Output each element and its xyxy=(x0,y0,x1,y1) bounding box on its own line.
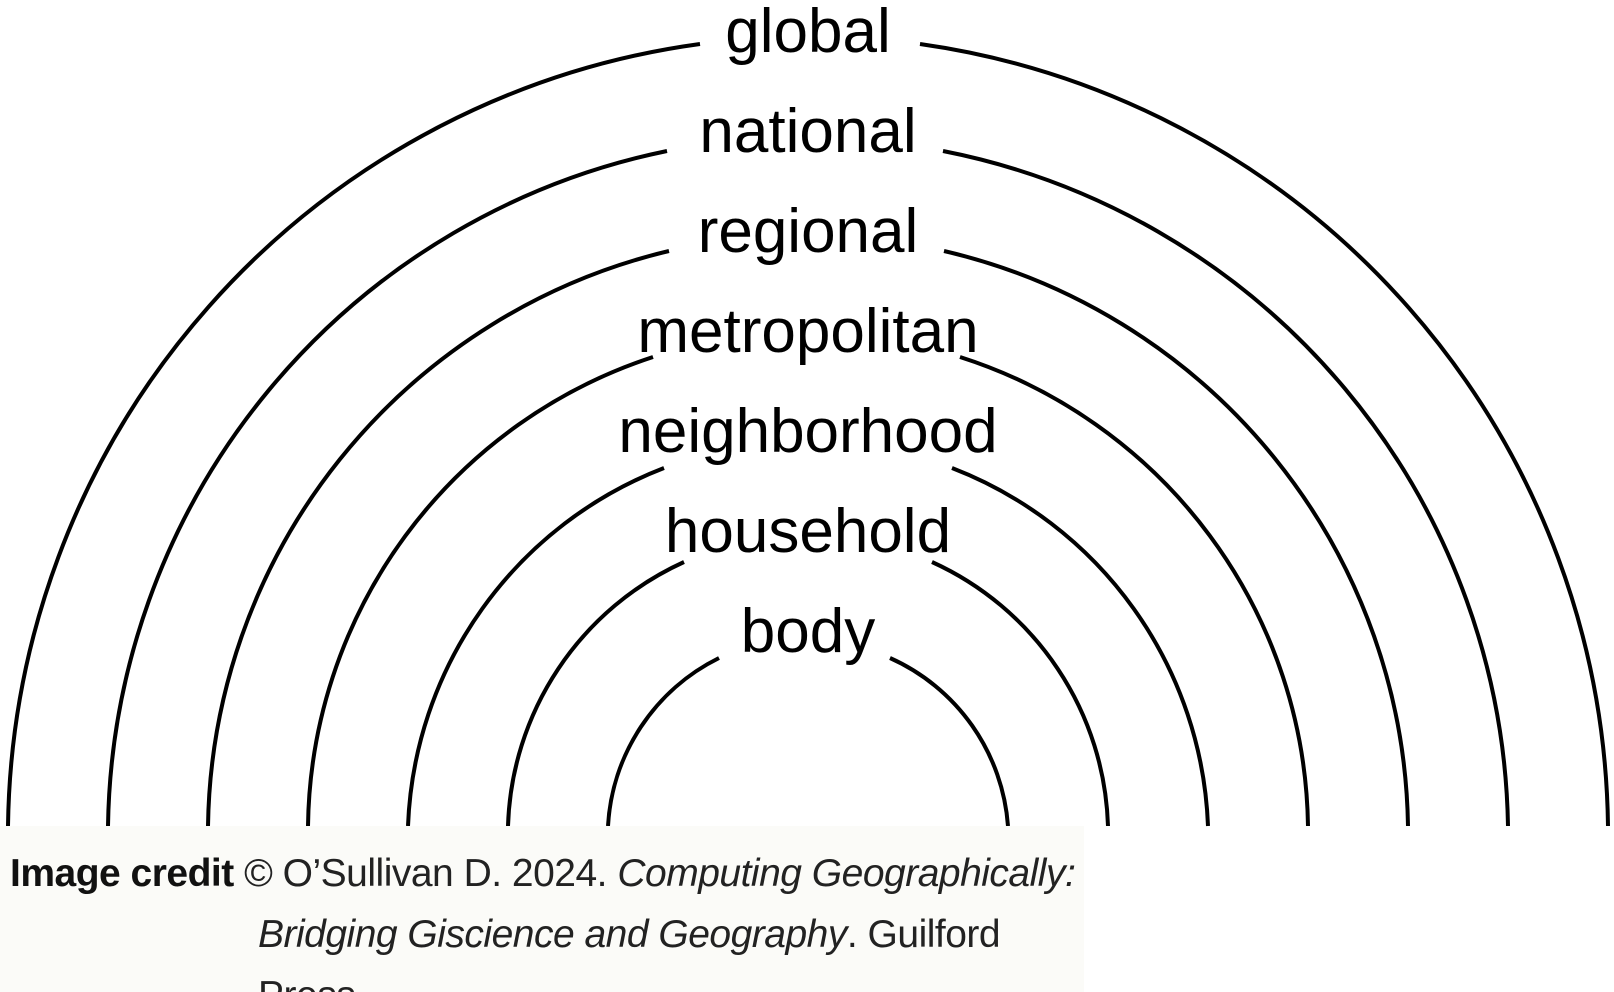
credit-book-title-2: Bridging Giscience and Geography xyxy=(258,913,847,956)
label-regional: regional xyxy=(698,197,919,266)
credit-book-title-1: Computing Geographically: xyxy=(617,852,1076,895)
credit-publisher: . Guilford Press. xyxy=(258,913,1001,992)
arc-metropolitan xyxy=(306,355,1310,827)
label-neighborhood: neighborhood xyxy=(618,397,997,466)
label-household: household xyxy=(665,497,951,566)
label-global: global xyxy=(725,0,890,66)
label-metropolitan: metropolitan xyxy=(637,297,978,366)
credit-label: Image credit xyxy=(10,852,234,895)
credit-line-2: Bridging Giscience and Geography. Guilfo… xyxy=(10,904,1080,992)
arc-body xyxy=(606,656,1010,827)
arc-regional xyxy=(206,249,1410,827)
credit-panel xyxy=(0,826,1084,992)
image-credit: Image credit © O’Sullivan D. 2024. Compu… xyxy=(10,843,1080,992)
label-national: national xyxy=(699,97,916,166)
label-body: body xyxy=(741,597,875,666)
credit-text: © O’Sullivan D. 2024. xyxy=(233,852,618,895)
arc-national xyxy=(106,149,1510,827)
arc-neighborhood xyxy=(406,466,1210,827)
arc-global xyxy=(6,42,1610,827)
arc-household xyxy=(506,560,1110,827)
